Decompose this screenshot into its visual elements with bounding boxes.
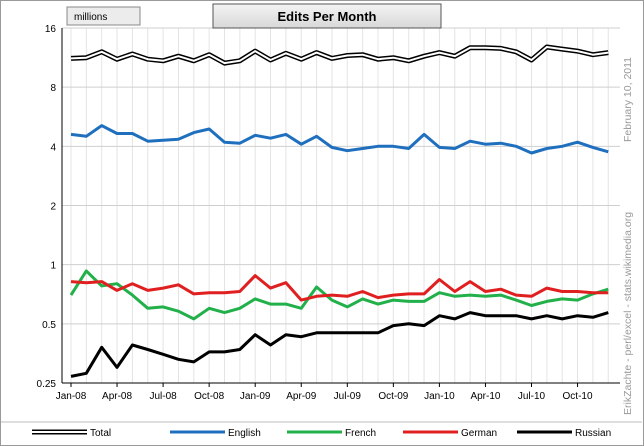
x-tick-label: Jan-08 bbox=[56, 391, 87, 402]
x-tick-label: Oct-10 bbox=[563, 391, 593, 402]
series-line-russian bbox=[70, 311, 609, 378]
x-tick-label: Jan-09 bbox=[240, 391, 271, 402]
date-note: February 10, 2011 bbox=[622, 57, 634, 142]
legend-label-german: German bbox=[461, 428, 497, 439]
y-tick-label: 8 bbox=[50, 83, 56, 94]
x-tick-label: Oct-09 bbox=[378, 391, 408, 402]
legend-label-russian: Russian bbox=[575, 428, 611, 439]
legend-label-total: Total bbox=[90, 428, 111, 439]
x-tick-label: Apr-10 bbox=[470, 391, 500, 402]
x-tick-label: Apr-09 bbox=[286, 391, 316, 402]
x-tick-label: Jul-08 bbox=[149, 391, 177, 402]
x-tick-label: Oct-08 bbox=[194, 391, 224, 402]
series-line-total bbox=[70, 44, 609, 66]
grid-layer bbox=[62, 27, 620, 384]
legend: Total English French German Russian bbox=[1, 421, 642, 439]
y-tick-label: 16 bbox=[45, 24, 57, 35]
series-line-french bbox=[69, 269, 609, 321]
x-tick-label: Jul-09 bbox=[334, 391, 362, 402]
y-tick-label: 0.25 bbox=[37, 379, 57, 390]
y-tick-label: 0.5 bbox=[42, 320, 56, 331]
side-note: ErikZachte - perl/excel - stats.wikimedi… bbox=[622, 212, 634, 415]
x-tick-label: Jul-10 bbox=[518, 391, 546, 402]
legend-label-french: French bbox=[345, 428, 376, 439]
x-tick-label: Jan-10 bbox=[424, 391, 455, 402]
legend-label-english: English bbox=[228, 428, 261, 439]
series-layer bbox=[69, 44, 609, 378]
y-tick-label: 4 bbox=[50, 142, 56, 153]
y-tick-label: 2 bbox=[50, 202, 56, 213]
unit-label: millions bbox=[74, 12, 107, 23]
series-line-german bbox=[70, 274, 609, 302]
chart-title-box: Edits Per Month bbox=[212, 3, 442, 29]
chart-title: Edits Per Month bbox=[278, 9, 377, 24]
y-tick-label: 1 bbox=[50, 261, 56, 272]
unit-label-box: millions bbox=[66, 6, 141, 26]
series-line-total-inner bbox=[70, 46, 609, 65]
series-line-english bbox=[70, 124, 609, 155]
x-tick-label: Apr-08 bbox=[102, 391, 132, 402]
